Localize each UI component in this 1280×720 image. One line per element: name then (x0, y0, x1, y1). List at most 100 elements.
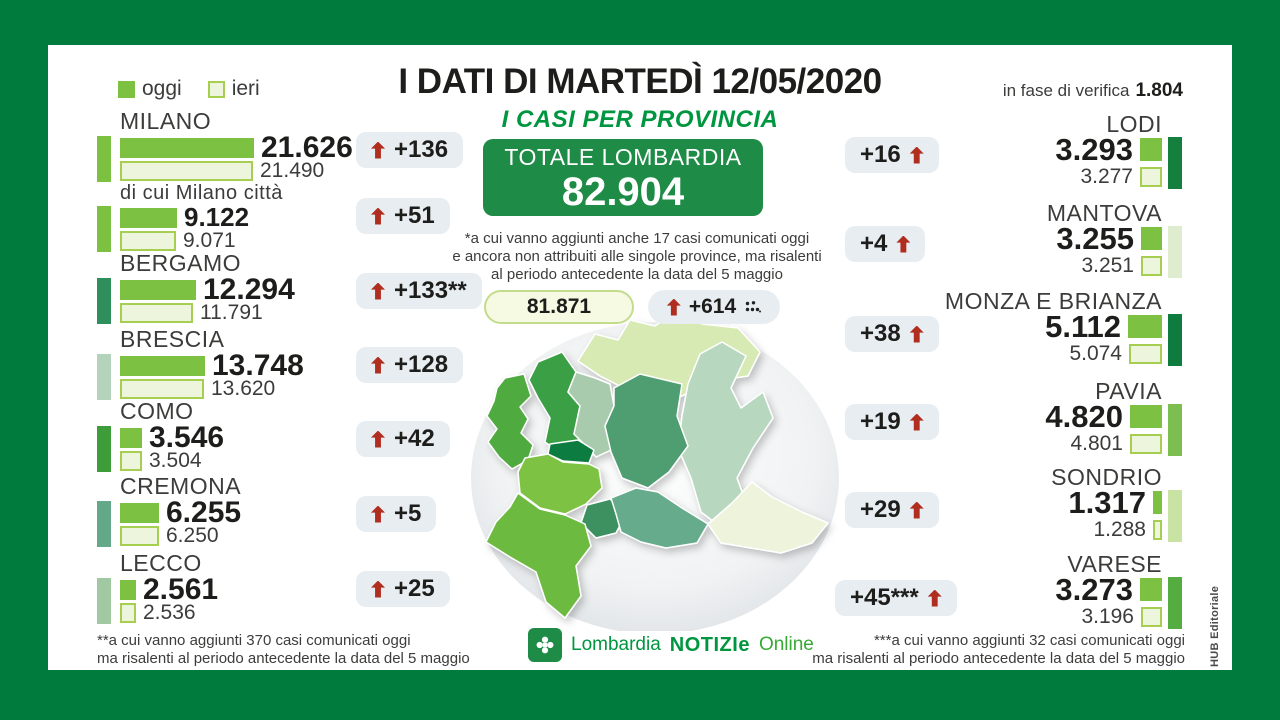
page-title: I DATI DI MARTEDÌ 12/05/2020 (398, 62, 882, 101)
yesterday-value: 1.288 (1093, 517, 1146, 541)
today-value: 3.255 (1056, 220, 1134, 256)
up-arrow-icon (909, 501, 924, 519)
up-arrow-icon (927, 589, 942, 607)
yesterday-bar (120, 378, 204, 399)
map-region-brescia (677, 341, 774, 529)
today-bar (1140, 578, 1162, 601)
totale-footnote: *a cui vanno aggiunti anche 17 casi comu… (397, 230, 877, 284)
yesterday-value: 3.277 (1080, 164, 1133, 188)
yesterday-bar (120, 602, 136, 623)
up-arrow-icon (371, 430, 385, 448)
province-accent-bar (97, 206, 111, 252)
yesterday-value: 5.074 (1069, 341, 1122, 365)
yesterday-value: 4.801 (1070, 431, 1123, 455)
today-value: 4.820 (1045, 398, 1123, 434)
up-arrow-icon (371, 505, 385, 523)
province-name: COMO (120, 398, 194, 424)
today-bar (120, 279, 196, 300)
delta-pill: +51 (356, 198, 450, 234)
province-name: MONZA E BRIANZA (944, 288, 1162, 314)
yesterday-value: 9.071 (183, 228, 236, 252)
province-row: LECCO 2.561 2.536 (97, 550, 219, 624)
map-region-mantova (707, 481, 829, 554)
province-row: SONDRIO 1.317 1.288 (1051, 464, 1162, 541)
today-value: 21.626 (261, 131, 353, 164)
today-value: 12.294 (203, 273, 295, 306)
province-row: LODI 3.293 3.277 (1055, 111, 1162, 188)
delta-pill: +136 (356, 132, 464, 168)
publisher-credit: HUB Editoriale (1209, 585, 1221, 667)
delta-value: +45*** (850, 584, 919, 611)
today-value: 6.255 (166, 496, 242, 529)
today-value: 5.112 (1045, 308, 1121, 344)
up-arrow-icon (909, 413, 924, 431)
ieri-swatch-icon (207, 80, 225, 98)
delta-pill: +4 (845, 226, 926, 262)
yesterday-value: 21.490 (260, 158, 325, 182)
map-region-cremona (610, 487, 709, 549)
province-name: LECCO (120, 550, 202, 576)
province-row: CREMONA 6.255 6.250 (97, 473, 242, 547)
today-bar (120, 355, 205, 376)
legend-item-ieri: ieri (207, 77, 260, 101)
province-accent-bar (97, 426, 111, 472)
today-bar (120, 137, 254, 158)
today-bar (120, 579, 136, 600)
yesterday-bar (120, 525, 159, 546)
up-arrow-icon (371, 207, 385, 225)
yesterday-value: 3.251 (1081, 253, 1134, 277)
verification-value: 1.804 (1135, 80, 1183, 101)
today-bar (120, 207, 177, 228)
province-name: CREMONA (120, 473, 242, 499)
yesterday-bar (120, 302, 193, 323)
up-arrow-icon (371, 580, 385, 598)
province-accent-bar (97, 354, 111, 400)
right-footnote: ***a cui vanno aggiunti 32 casi comunica… (812, 632, 1185, 668)
legend: oggi ieri (118, 77, 260, 101)
province-name: SONDRIO (1051, 464, 1162, 490)
totale-lombardia-box: TOTALE LOMBARDIA 82.904 (483, 139, 763, 216)
yesterday-bar (1141, 255, 1162, 276)
province-name: PAVIA (1095, 378, 1162, 404)
province-accent-bar (97, 501, 111, 547)
rosa-camuna-icon (528, 628, 562, 662)
verification-label: in fase di verifica (1002, 81, 1130, 100)
today-value: 2.561 (143, 573, 219, 606)
totale-footnote-line: al periodo antecedente la data del 5 mag… (491, 266, 783, 283)
delta-value: +51 (394, 202, 435, 229)
province-row: di cui Milano città 9.122 9.071 (97, 182, 283, 252)
today-bar (120, 427, 142, 448)
yesterday-value: 11.791 (200, 300, 263, 324)
yesterday-value: 6.250 (166, 523, 219, 547)
logo-text-online: Online (758, 634, 814, 655)
delta-value: +25 (394, 575, 435, 602)
province-accent-bar (1168, 226, 1182, 278)
yesterday-total-value: 81.871 (526, 295, 592, 318)
delta-value: +136 (394, 136, 449, 163)
yesterday-bar (1153, 519, 1162, 540)
map-region-varese (486, 373, 534, 470)
legend-ieri-label: ieri (231, 77, 260, 100)
map-region-bergamo (604, 373, 689, 489)
delta-value: +5 (394, 500, 422, 527)
delta-pill: +42 (356, 421, 450, 457)
province-accent-bar (97, 136, 111, 182)
delta-value: +19 (860, 408, 901, 435)
province-accent-bar (97, 578, 111, 624)
province-accent-bar (1168, 490, 1182, 542)
delta-value: +128 (394, 351, 449, 378)
province-row: BRESCIA 13.748 13.620 (97, 326, 304, 400)
left-footnote-line: ma risalenti al periodo antecedente la d… (97, 650, 470, 667)
up-arrow-icon (371, 141, 385, 159)
legend-oggi-label: oggi (142, 77, 182, 100)
province-row: COMO 3.546 3.504 (97, 398, 224, 472)
yesterday-bar (1130, 433, 1162, 454)
map-region-lecco (567, 371, 615, 458)
daily-increase-pill: +614 (648, 290, 780, 324)
today-bar (120, 502, 159, 523)
up-arrow-icon (666, 298, 681, 316)
left-footnote-line: **a cui vanno aggiunti 370 casi comunica… (97, 632, 411, 649)
province-name: di cui Milano città (120, 182, 283, 204)
delta-value: +133** (394, 277, 467, 304)
